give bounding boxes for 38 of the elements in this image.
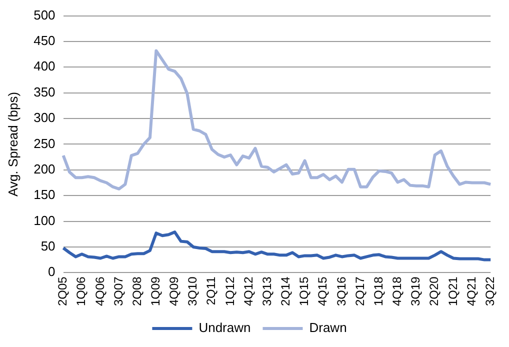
y-axis-title: Avg. Spread (bps) (5, 92, 20, 196)
x-tick-label: 4Q12 (241, 276, 256, 306)
y-tick-label: 150 (34, 187, 56, 202)
x-tick-label: 3Q13 (260, 276, 274, 306)
x-tick-label: 4Q18 (390, 276, 404, 306)
x-tick-label: 4Q09 (167, 276, 182, 306)
x-tick-label: 1Q15 (297, 276, 312, 306)
x-tick-label: 1Q18 (371, 276, 386, 306)
x-tick-label: 4Q06 (92, 276, 107, 306)
y-tick-label: 50 (40, 238, 56, 254)
x-tick-label: 1Q12 (222, 276, 237, 306)
x-tick-label: 4Q21 (464, 276, 478, 306)
legend-label: Undrawn (198, 320, 251, 336)
legend-label: Drawn (309, 320, 347, 336)
x-tick-label: 4Q15 (316, 276, 330, 306)
x-tick-label: 3Q19 (408, 276, 423, 306)
x-tick-label: 3Q10 (186, 276, 200, 306)
y-tick-label: 100 (34, 212, 56, 228)
y-tick-label: 200 (34, 161, 56, 176)
y-tick-label: 400 (34, 58, 56, 74)
x-tick-label: 1Q21 (446, 276, 460, 306)
y-tick-label: 0 (48, 264, 56, 280)
y-tick-label: 500 (34, 7, 56, 22)
x-tick-label: 2Q14 (278, 276, 293, 306)
y-tick-label: 350 (34, 84, 56, 100)
x-tick-label: 3Q07 (111, 276, 126, 306)
x-tick-label: 2Q05 (56, 276, 70, 306)
x-tick-label: 1Q09 (148, 276, 162, 306)
x-tick-label: 3Q22 (482, 276, 497, 306)
x-tick-label: 3Q16 (334, 276, 348, 306)
y-tick-label: 450 (34, 33, 56, 48)
x-tick-label: 2Q17 (352, 276, 367, 306)
y-tick-label: 250 (34, 136, 56, 151)
x-tick-label: 1Q06 (74, 276, 88, 306)
x-tick-label: 2Q11 (204, 276, 218, 306)
x-tick-label: 2Q20 (427, 276, 442, 306)
x-tick-label: 2Q08 (130, 276, 144, 306)
y-tick-label: 300 (34, 110, 56, 126)
